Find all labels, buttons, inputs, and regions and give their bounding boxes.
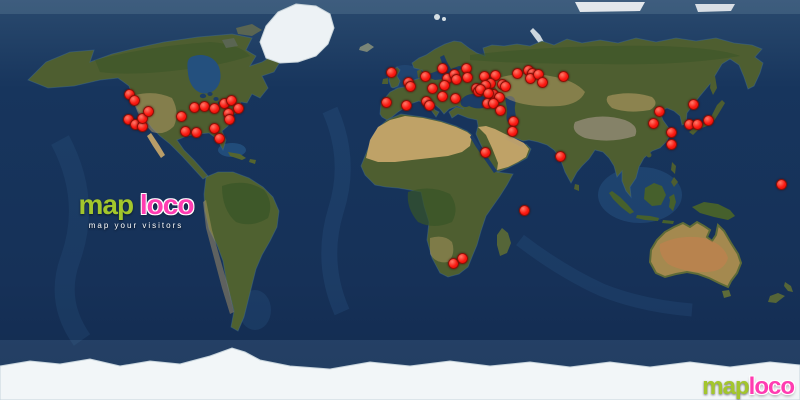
visitor-marker: [537, 77, 548, 88]
visitor-marker: [451, 74, 462, 85]
visitor-marker: [688, 99, 699, 110]
visitor-marker: [405, 81, 416, 92]
visitor-marker: [226, 95, 237, 106]
visitor-marker: [420, 71, 431, 82]
visitor-marker: [224, 114, 235, 125]
visitor-marker: [437, 91, 448, 102]
visitor-marker: [381, 97, 392, 108]
logo-space: [133, 191, 140, 219]
logo-text-map: map: [78, 189, 135, 220]
corner-logo-text-map: map: [702, 373, 749, 400]
visitor-marker: [666, 127, 677, 138]
visitor-marker: [776, 179, 787, 190]
visitor-marker: [450, 93, 461, 104]
visitor-marker: [209, 123, 220, 134]
visitor-marker: [654, 106, 665, 117]
visitor-marker: [209, 103, 220, 114]
visitor-marker: [703, 115, 714, 126]
visitor-marker: [424, 100, 435, 111]
visitor-marker: [176, 111, 187, 122]
visitor-marker: [386, 67, 397, 78]
visitor-marker: [666, 139, 677, 150]
visitor-marker: [488, 98, 499, 109]
visitor-marker: [480, 147, 491, 158]
visitor-marker: [519, 205, 530, 216]
visitor-marker: [462, 72, 473, 83]
logo-tagline: map your visitors: [88, 221, 184, 230]
visitor-marker: [137, 113, 148, 124]
visitor-marker: [427, 83, 438, 94]
logo-text-loco: loco: [139, 189, 195, 220]
visitor-marker: [143, 106, 154, 117]
visitor-marker: [448, 258, 459, 269]
visitor-marker: [233, 103, 244, 114]
corner-logo-text-loco: loco: [748, 373, 795, 400]
visitor-marker: [648, 118, 659, 129]
visitor-marker: [457, 253, 468, 264]
visitor-marker: [555, 151, 566, 162]
visitor-marker: [500, 81, 511, 92]
maploco-corner-logo: maploco: [702, 373, 795, 400]
visitor-marker: [129, 95, 140, 106]
visitor-marker: [512, 68, 523, 79]
maploco-logo: map loco map your visitors: [76, 191, 196, 230]
visitor-marker: [495, 105, 506, 116]
visitor-marker: [494, 92, 505, 103]
visitor-marker: [439, 80, 450, 91]
visitor-marker: [191, 127, 202, 138]
visitor-marker: [437, 63, 448, 74]
visitor-marker: [180, 126, 191, 137]
visitor-marker: [214, 133, 225, 144]
visitor-marker: [507, 126, 518, 137]
visitor-marker: [558, 71, 569, 82]
visitor-marker: [692, 119, 703, 130]
visitor-marker: [401, 100, 412, 111]
